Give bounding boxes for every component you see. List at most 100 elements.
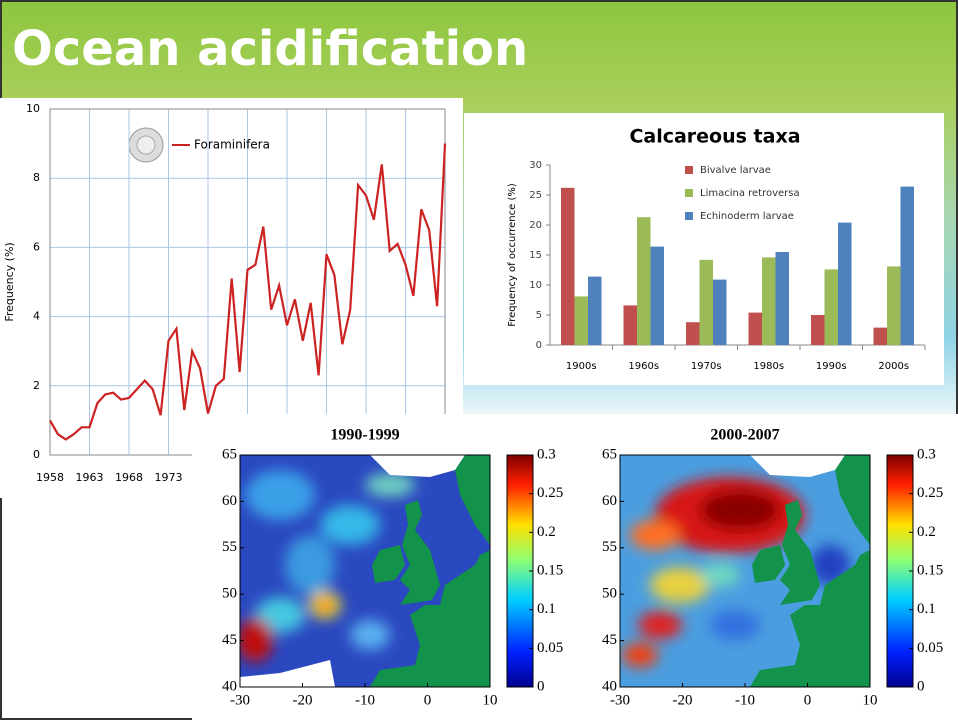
bar <box>887 266 901 345</box>
colorbar-tick-label: 0.15 <box>537 562 563 578</box>
y-tick-label: 4 <box>33 310 40 323</box>
y-tick-label: 50 <box>602 586 617 602</box>
x-tick-label: -20 <box>673 692 693 708</box>
bar <box>686 322 700 345</box>
x-tick-label: 1900s <box>566 361 597 372</box>
legend-label: Echinoderm larvae <box>700 211 794 222</box>
colorbar <box>886 454 914 688</box>
colorbar-tick-label: 0 <box>537 678 545 694</box>
bar <box>699 259 713 345</box>
colorbar-tick-label: 0.3 <box>917 446 936 462</box>
y-tick-label: 65 <box>602 446 617 462</box>
colorbar-tick-label: 0.05 <box>917 640 943 656</box>
legend-label: Foraminifera <box>194 138 270 152</box>
map-title: 2000-2007 <box>710 427 779 444</box>
bar <box>811 315 825 345</box>
y-tick-label: 0 <box>33 448 40 461</box>
y-tick-label: 25 <box>529 190 542 201</box>
x-tick-label: -10 <box>735 692 755 708</box>
y-tick-label: 6 <box>33 240 40 253</box>
map-2 <box>620 455 870 687</box>
colorbar-tick-label: 0.2 <box>537 524 556 540</box>
y-tick-label: 0 <box>536 340 542 351</box>
x-tick-label: 1958 <box>36 471 64 484</box>
bar <box>623 305 637 345</box>
colorbar-tick-label: 0 <box>917 678 925 694</box>
colorbar-tick-label: 0.2 <box>917 524 936 540</box>
y-tick-label: 15 <box>529 250 542 261</box>
legend-swatch <box>685 212 693 220</box>
map-title: 1990-1999 <box>330 427 399 444</box>
foraminifera-icon-inner <box>136 135 156 155</box>
colorbar-tick-label: 0.3 <box>537 446 556 462</box>
x-tick-label: 1990s <box>816 361 847 372</box>
data-line <box>49 143 447 441</box>
y-axis-label: Frequency of occurrence (%) <box>507 183 518 327</box>
x-tick-label: -20 <box>293 692 313 708</box>
colorbar-tick-label: 0.05 <box>537 640 563 656</box>
bar <box>900 186 914 345</box>
y-tick-label: 65 <box>222 446 237 462</box>
colorbar-tick-label: 0.25 <box>537 485 563 501</box>
y-tick-label: 60 <box>602 493 617 509</box>
colorbar-tick-label: 0.1 <box>537 601 556 617</box>
bar <box>824 269 838 345</box>
y-tick-label: 10 <box>26 102 40 115</box>
y-axis-label: Frequency (%) <box>3 242 16 321</box>
y-tick-label: 40 <box>222 678 237 694</box>
map-charts: 1990-1999 -30 -20 -10 0 10 40 45 50 55 60 65 0 0.05 0.… <box>192 414 958 720</box>
x-tick-label: 1963 <box>76 471 104 484</box>
y-tick-label: 2 <box>33 379 40 392</box>
bar <box>775 252 789 345</box>
y-tick-label: 10 <box>529 280 542 291</box>
y-tick-label: 55 <box>222 539 237 555</box>
legend-label: Limacina retroversa <box>700 188 800 199</box>
y-tick-label: 60 <box>222 493 237 509</box>
x-tick-label: 1960s <box>628 361 659 372</box>
y-tick-label: 45 <box>602 632 617 648</box>
x-tick-label: 1973 <box>155 471 183 484</box>
x-tick-label: 1970s <box>691 361 722 372</box>
legend-swatch <box>685 166 693 174</box>
bar <box>574 296 588 345</box>
x-tick-label: 0 <box>424 692 432 708</box>
bar <box>588 276 602 345</box>
x-tick-label: -30 <box>610 692 630 708</box>
slide-title: Ocean acidification <box>12 21 528 77</box>
bar <box>713 279 727 345</box>
x-tick-label: 10 <box>483 692 498 708</box>
colorbar <box>506 454 534 688</box>
bar <box>650 246 664 345</box>
x-tick-label: 0 <box>804 692 812 708</box>
bar <box>748 312 762 345</box>
map-1 <box>240 455 490 687</box>
y-tick-label: 40 <box>602 678 617 694</box>
x-tick-label: 1980s <box>753 361 784 372</box>
x-tick-label: 1968 <box>115 471 143 484</box>
colorbar-tick-label: 0.15 <box>917 562 943 578</box>
chart-title: Calcareous taxa <box>629 126 800 148</box>
bar <box>561 187 575 345</box>
x-tick-label: 10 <box>863 692 878 708</box>
legend-label: Bivalve larvae <box>700 165 771 176</box>
y-tick-label: 8 <box>33 171 40 184</box>
y-tick-label: 55 <box>602 539 617 555</box>
x-tick-label: -30 <box>230 692 250 708</box>
x-tick-label: -10 <box>355 692 375 708</box>
colorbar-tick-label: 0.1 <box>917 601 936 617</box>
y-tick-label: 30 <box>529 160 542 171</box>
y-tick-label: 50 <box>222 586 237 602</box>
x-tick-label: 2000s <box>878 361 909 372</box>
legend-swatch <box>685 189 693 197</box>
bar <box>762 257 776 345</box>
bar <box>873 327 887 345</box>
bar <box>637 217 651 345</box>
y-tick-label: 45 <box>222 632 237 648</box>
y-tick-label: 5 <box>536 310 542 321</box>
bar-chart: Calcareous taxa Frequency of occurrence (… <box>464 113 944 385</box>
colorbar-tick-label: 0.25 <box>917 485 943 501</box>
y-tick-label: 20 <box>529 220 542 231</box>
bar <box>838 222 852 345</box>
